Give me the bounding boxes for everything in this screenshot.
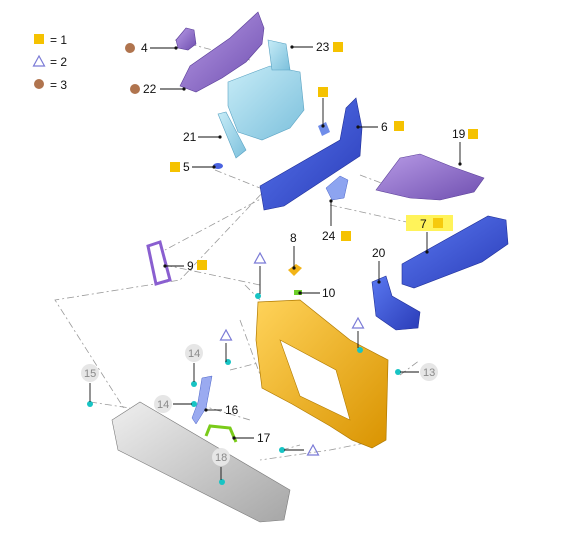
- legend-circle-text: = 3: [50, 78, 67, 92]
- part-8-clip: [288, 264, 302, 276]
- triangle-marker: [306, 443, 320, 456]
- callout-14-upper: 14: [188, 348, 200, 360]
- callout-15: 15: [84, 368, 96, 380]
- triangle-marker: [253, 251, 267, 264]
- gray-callout-14-upper: [185, 344, 203, 362]
- legend-triangle-symbol: [32, 54, 46, 67]
- callout-10: 10: [322, 286, 336, 300]
- part-16-bracket: [191, 375, 213, 425]
- fastener-dot: [225, 359, 231, 365]
- callout-14-lower: 14: [157, 399, 169, 411]
- part-7-lower-rail: [401, 215, 509, 289]
- radiator-support-frame: [255, 299, 389, 449]
- square-marker: [197, 260, 207, 270]
- callout-13: 13: [423, 367, 435, 379]
- callout-4: 4: [141, 41, 148, 55]
- callout-23: 23: [316, 40, 330, 54]
- part-17-hose: [204, 424, 238, 443]
- gray-callout-18: [212, 448, 230, 466]
- square-marker: [170, 162, 180, 172]
- fastener-dot: [255, 293, 261, 299]
- part-10-clip: [294, 290, 302, 295]
- gray-callout-14-lower: [154, 395, 172, 413]
- callout-17: 17: [257, 431, 271, 445]
- callout-5: 5: [183, 160, 190, 174]
- callout-8: 8: [290, 231, 297, 245]
- square-marker: [333, 42, 343, 52]
- legend-circle-symbol: [34, 79, 44, 89]
- fastener-dot: [219, 479, 225, 485]
- triangle-marker: [219, 328, 233, 341]
- gray-callout-15: [81, 364, 99, 382]
- bumper-beam: [111, 401, 291, 523]
- square-marker: [341, 231, 351, 241]
- square-marker: [318, 87, 328, 97]
- fastener-dot: [87, 401, 93, 407]
- callout-7: 7: [420, 217, 427, 231]
- callout-21: 21: [183, 130, 197, 144]
- part-9-bracket: [146, 240, 172, 286]
- part-23-shock-tower: [227, 39, 305, 141]
- part-upper-apron-rail: [259, 97, 363, 211]
- circle-marker: [130, 84, 140, 94]
- callout-18: 18: [215, 452, 227, 464]
- callout-24: 24: [322, 229, 336, 243]
- fastener-dot: [279, 447, 285, 453]
- callout-7-highlight: [406, 215, 453, 231]
- circle-marker: [125, 43, 135, 53]
- callout-19: 19: [452, 127, 466, 141]
- square-marker: [468, 129, 478, 139]
- square-marker: [433, 218, 443, 228]
- part-6-bracket: [318, 122, 330, 136]
- legend-triangle-text: = 2: [50, 55, 67, 69]
- gray-callout-13: [420, 363, 438, 381]
- part-22-upper-rail: [179, 11, 265, 93]
- callout-16: 16: [225, 403, 239, 417]
- part-4-bracket: [175, 27, 197, 51]
- legend: = 1 = 2 = 3: [32, 33, 67, 92]
- fastener-dot: [395, 369, 401, 375]
- square-marker: [394, 121, 404, 131]
- part-20-panel: [371, 275, 421, 331]
- fastener-dot: [191, 381, 197, 387]
- legend-square-text: = 1: [50, 33, 67, 47]
- callout-22: 22: [143, 82, 157, 96]
- callout-9: 9: [187, 259, 194, 273]
- fastener-dot: [357, 347, 363, 353]
- fastener-dot: [191, 401, 197, 407]
- triangle-marker: [351, 316, 365, 329]
- callouts: 4 22 23 21 5 6 19: [81, 40, 478, 480]
- callout-20: 20: [372, 246, 386, 260]
- fasteners: [87, 293, 401, 485]
- part-21-support: [217, 111, 247, 159]
- callout-6: 6: [381, 120, 388, 134]
- part-19-inner-panel: [375, 153, 485, 201]
- part-24-bracket: [325, 175, 349, 201]
- legend-square-symbol: [34, 34, 44, 44]
